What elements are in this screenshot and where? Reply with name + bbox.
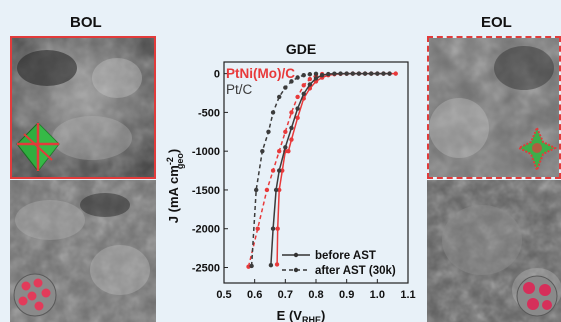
degraded-nanoparticle-icon bbox=[517, 126, 557, 172]
x-tick-label: 0.5 bbox=[216, 289, 231, 301]
data-point bbox=[338, 71, 343, 76]
data-point bbox=[313, 76, 319, 81]
data-point bbox=[277, 94, 282, 100]
x-axis-label: E (VRHE) bbox=[277, 308, 326, 322]
data-point bbox=[277, 187, 282, 193]
data-point bbox=[301, 72, 306, 78]
data-point bbox=[274, 262, 280, 267]
data-point bbox=[387, 71, 392, 76]
data-point bbox=[301, 83, 306, 88]
data-point bbox=[264, 187, 270, 193]
data-point bbox=[273, 187, 279, 193]
data-point bbox=[326, 71, 331, 77]
data-point bbox=[255, 226, 260, 231]
data-point bbox=[301, 91, 306, 96]
x-tick-label: 0.7 bbox=[278, 289, 293, 301]
x-tick-label: 0.6 bbox=[247, 289, 262, 301]
legend-marker bbox=[293, 267, 299, 273]
data-point bbox=[254, 187, 259, 193]
y-tick-label: -2500 bbox=[192, 262, 220, 274]
series-line bbox=[247, 73, 323, 267]
data-point bbox=[289, 79, 294, 84]
octahedron-nanoparticle-icon bbox=[16, 122, 60, 172]
data-point bbox=[344, 71, 349, 76]
data-point bbox=[295, 94, 300, 100]
data-point bbox=[270, 226, 276, 231]
data-point bbox=[381, 71, 386, 76]
y-tick-label: -1000 bbox=[192, 146, 220, 158]
chart-series bbox=[246, 71, 398, 269]
data-point bbox=[275, 226, 280, 231]
x-tick-label: 0.8 bbox=[308, 289, 323, 301]
data-point bbox=[266, 129, 271, 134]
data-point bbox=[283, 85, 288, 90]
data-point bbox=[393, 71, 398, 76]
bol-sem-image-top bbox=[10, 36, 156, 179]
polarization-chart: GDE 0-500-1000-1500-2000-2500 0.5 0.6 0.7 0… bbox=[165, 41, 416, 322]
legend-marker bbox=[293, 252, 299, 258]
series-line bbox=[270, 72, 390, 266]
legend-label: after AST (30k) bbox=[315, 265, 396, 277]
data-point bbox=[307, 72, 313, 77]
material-label-ptni: PtNi(Mo)/C bbox=[226, 66, 295, 81]
data-point bbox=[270, 110, 276, 115]
data-point bbox=[283, 129, 288, 134]
data-point bbox=[332, 71, 337, 76]
eol-label: EOL bbox=[481, 14, 512, 31]
data-point bbox=[260, 148, 265, 154]
data-point bbox=[270, 168, 276, 173]
data-point bbox=[362, 71, 368, 76]
data-point bbox=[350, 71, 355, 76]
data-point bbox=[313, 71, 319, 76]
y-ticks: 0 -500 -1000 -1500 -2000 -2500 bbox=[192, 69, 228, 274]
x-ticks: 0.5 0.6 0.7 0.8 0.9 1.0 1.1 bbox=[216, 279, 416, 301]
bol-sem-image-bottom bbox=[10, 180, 156, 322]
nanoparticle-cluster-eol-icon bbox=[516, 275, 558, 317]
eol-sem-image-bottom bbox=[427, 180, 561, 322]
x-tick-label: 1.1 bbox=[400, 289, 415, 301]
data-point bbox=[295, 106, 300, 111]
chart-title: GDE bbox=[286, 41, 316, 57]
data-point bbox=[356, 71, 362, 76]
data-point bbox=[307, 76, 313, 82]
data-point bbox=[277, 168, 282, 173]
data-point bbox=[295, 115, 300, 121]
data-point bbox=[277, 148, 282, 154]
chart-legend: before AST after AST (30k) bbox=[282, 250, 396, 277]
data-point bbox=[280, 168, 285, 173]
nanoparticle-cluster-icon bbox=[13, 273, 57, 317]
data-point bbox=[289, 137, 294, 142]
y-axis-label: J (mA cm-2geo) bbox=[165, 149, 185, 223]
data-point bbox=[286, 148, 291, 154]
y-tick-label: 0 bbox=[214, 69, 220, 81]
data-point bbox=[295, 75, 300, 80]
data-point bbox=[369, 71, 374, 76]
bol-label: BOL bbox=[70, 14, 102, 31]
material-label-ptc: Pt/C bbox=[226, 82, 253, 97]
data-point bbox=[289, 110, 294, 115]
eol-sem-image-top bbox=[427, 36, 561, 179]
legend-label: before AST bbox=[315, 250, 376, 262]
y-tick-label: -2000 bbox=[192, 224, 220, 236]
data-point bbox=[289, 125, 294, 131]
data-point bbox=[283, 145, 288, 150]
data-point bbox=[375, 71, 380, 76]
data-point bbox=[319, 72, 325, 78]
data-point bbox=[249, 263, 254, 269]
y-tick-label: -500 bbox=[198, 107, 220, 119]
x-tick-label: 0.9 bbox=[339, 289, 354, 301]
data-point bbox=[307, 82, 313, 87]
x-tick-label: 1.0 bbox=[370, 289, 385, 301]
data-point bbox=[268, 262, 274, 268]
y-tick-label: -1500 bbox=[192, 185, 220, 197]
